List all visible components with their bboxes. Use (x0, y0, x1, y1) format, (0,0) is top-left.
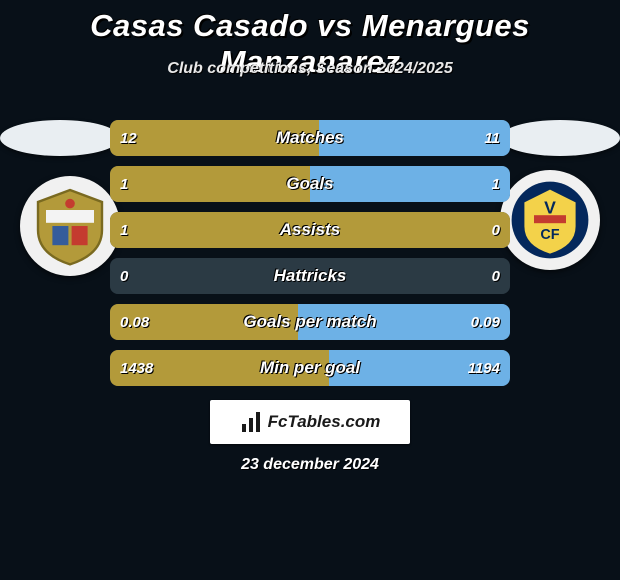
player-ellipse-right (500, 120, 620, 156)
crest-left-svg (30, 186, 110, 266)
bar-chart-icon (240, 410, 264, 434)
crest-right-svg: V CF (510, 180, 590, 260)
watermark-badge: FcTables.com (210, 400, 410, 444)
club-crest-right: V CF (500, 170, 600, 270)
club-crest-left (20, 176, 120, 276)
bar-fill-right (329, 350, 510, 386)
shield-top-dot-icon (65, 199, 75, 209)
bar-fill-left (110, 120, 319, 156)
shield-quarter2-icon (72, 226, 88, 245)
bar-fill-right (310, 166, 510, 202)
bar-fill-right (298, 304, 510, 340)
player-ellipse-left (0, 120, 120, 156)
stat-row: 0.080.09Goals per match (110, 304, 510, 340)
stats-bars-container: 1211Matches 11Goals 10Assists 00Hattricks 0.… (110, 120, 510, 396)
stat-row: 00Hattricks (110, 258, 510, 294)
bar-fill-left (110, 166, 310, 202)
stat-row: 10Assists (110, 212, 510, 248)
bar-fill-left (110, 304, 298, 340)
watermark-text: FcTables.com (268, 412, 381, 432)
subtitle: Club competitions, Season 2024/2025 (0, 60, 620, 78)
stat-row: 14381194Min per goal (110, 350, 510, 386)
crest-letter-icon: V (544, 198, 556, 218)
bar-fill-left (110, 350, 329, 386)
bar-fill-left (110, 212, 510, 248)
shield-band-icon (46, 210, 94, 223)
crest-letter2-icon: CF (540, 227, 559, 243)
bar-track (110, 258, 510, 294)
stat-row: 11Goals (110, 166, 510, 202)
bar-fill-right (319, 120, 510, 156)
date-text: 23 december 2024 (0, 456, 620, 474)
shield-quarter1-icon (52, 226, 68, 245)
stat-row: 1211Matches (110, 120, 510, 156)
